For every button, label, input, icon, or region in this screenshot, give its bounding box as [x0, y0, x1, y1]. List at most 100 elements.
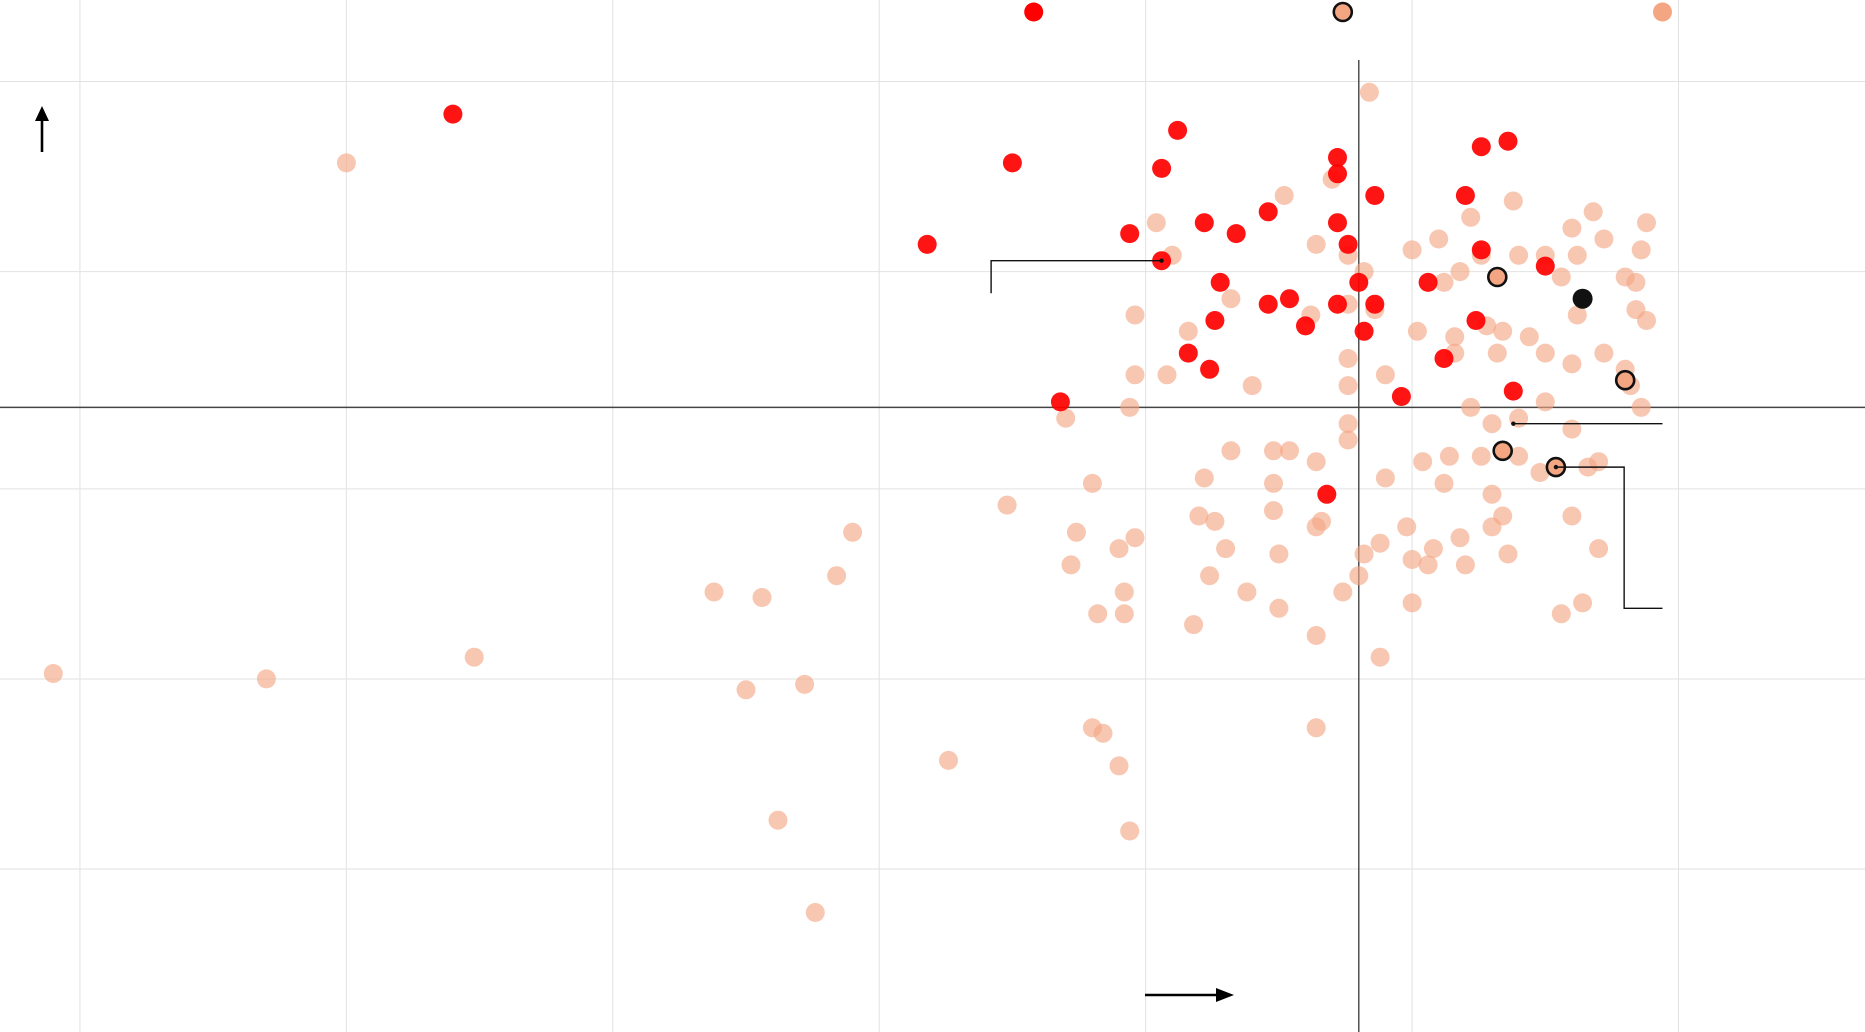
data-point-light: [843, 522, 863, 542]
data-point-dark: [1498, 131, 1518, 151]
data-point-light: [1402, 593, 1422, 613]
data-point-dark: [1050, 392, 1070, 412]
data-point-light: [1306, 517, 1326, 537]
data-point-dark: [1226, 224, 1246, 244]
data-point-light: [1413, 452, 1433, 472]
data-point-light: [1114, 604, 1134, 624]
data-point-light: [827, 566, 847, 586]
data-point-light: [1375, 365, 1395, 385]
data-point-dark: [1205, 311, 1225, 330]
data-point-outlined: [1487, 266, 1508, 288]
data-point-dark: [1296, 316, 1315, 336]
data-point-outlined: [1332, 1, 1354, 23]
data-point-light: [1370, 533, 1390, 553]
data-point-light: [1125, 365, 1145, 385]
data-point-dark: [1535, 256, 1555, 276]
data-point-light: [1402, 240, 1422, 260]
data-point-light: [805, 903, 825, 922]
data-point-dark: [1120, 224, 1140, 244]
data-point-light: [1493, 321, 1513, 341]
data-point-light: [1242, 376, 1262, 396]
data-point-light: [1205, 511, 1225, 531]
data-point-dark: [1194, 213, 1214, 233]
data-point-light: [1439, 446, 1459, 466]
data-point-light: [1200, 566, 1220, 586]
axis-arrows: [35, 106, 1234, 1002]
data-point-dark: [1365, 186, 1385, 205]
data-point-light: [1626, 300, 1646, 320]
data-point-dark: [1503, 381, 1523, 401]
data-point-light: [1482, 484, 1502, 504]
data-point-light: [1125, 528, 1145, 548]
x-axis-arrow-head: [1216, 988, 1234, 1002]
data-point-light: [1354, 544, 1374, 564]
data-point-clipped: [1653, 2, 1672, 22]
data-point-light: [1178, 321, 1198, 341]
data-point-light: [1280, 441, 1299, 461]
data-point-dark: [1338, 234, 1358, 254]
data-point-dark: [1258, 294, 1278, 314]
data-point-dark: [1210, 272, 1230, 292]
annotation-anchor-dot: [1553, 464, 1559, 470]
data-point-light: [1519, 327, 1539, 347]
data-point-light: [1530, 463, 1550, 482]
data-point-light: [1482, 414, 1502, 434]
data-point-light: [997, 495, 1017, 515]
data-point-light: [1471, 446, 1491, 466]
data-point-light: [1306, 234, 1326, 254]
data-point-light: [795, 674, 815, 694]
data-point-dark: [1002, 153, 1022, 173]
data-point-light: [1402, 550, 1422, 569]
data-point-light: [1503, 191, 1523, 211]
data-point-light: [768, 810, 788, 830]
data-point-light: [1375, 468, 1395, 488]
data-point-light: [736, 680, 756, 700]
data-point-light: [1562, 218, 1582, 238]
data-point-dark: [1280, 289, 1299, 309]
data-point-dark: [1471, 240, 1491, 260]
data-point-light: [1338, 430, 1358, 450]
data-point-light: [1487, 343, 1507, 363]
data-point-light: [1349, 566, 1369, 586]
data-point-light: [1535, 392, 1555, 412]
data-point-light: [1429, 229, 1449, 249]
data-point-light: [1066, 522, 1086, 542]
data-point-light: [1509, 245, 1529, 265]
data-point-dark: [1328, 294, 1347, 314]
data-point-light: [1146, 213, 1166, 233]
data-point-dark: [1328, 148, 1347, 167]
data-point-light: [1631, 240, 1651, 260]
data-point-dark: [1455, 186, 1475, 205]
data-point-light: [1407, 321, 1427, 341]
data-point-highlight: [1572, 288, 1593, 309]
data-point-clipped: [1024, 2, 1044, 22]
data-point-light: [1120, 821, 1140, 841]
data-point-light: [1120, 397, 1140, 417]
annotation-leader: [990, 260, 1162, 294]
data-point-light: [1338, 349, 1358, 368]
data-point-light: [1184, 615, 1204, 635]
zero-axes: [0, 60, 1865, 1032]
data-point-light: [1338, 376, 1358, 396]
data-point-light: [1338, 414, 1358, 434]
data-point-light: [1114, 582, 1134, 602]
data-point-light: [1450, 528, 1470, 548]
data-point-light: [1274, 186, 1294, 205]
data-point-light: [1056, 408, 1076, 428]
data-point-light: [1109, 539, 1129, 559]
data-point-light: [1264, 441, 1283, 461]
data-point-light: [1551, 267, 1571, 287]
data-point-light: [1461, 397, 1481, 417]
data-point-light: [1498, 544, 1518, 564]
data-point-light: [1567, 305, 1587, 325]
annotation-anchor-dot: [1159, 258, 1164, 263]
data-point-light: [1535, 343, 1555, 363]
data-point-light: [1551, 604, 1571, 624]
data-point-light: [704, 582, 724, 602]
data-point-light: [1359, 82, 1379, 102]
data-point-light: [1583, 202, 1603, 222]
data-point-light: [752, 588, 772, 607]
data-point-dark: [1178, 343, 1198, 363]
data-point-outlined: [1492, 440, 1513, 462]
data-point-dark: [1471, 137, 1491, 157]
